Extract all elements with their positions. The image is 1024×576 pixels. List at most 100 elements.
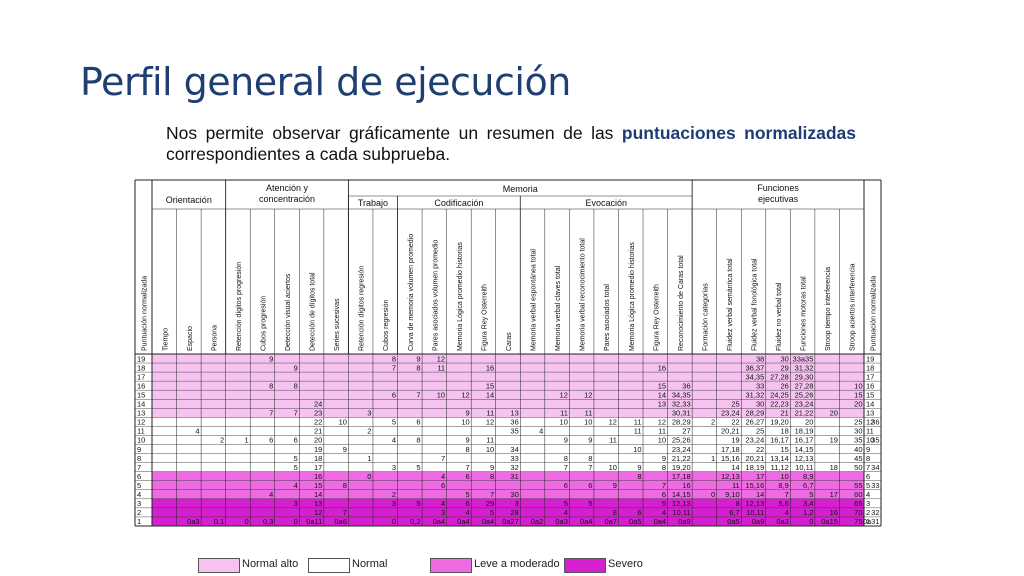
table-cell: 0a2 — [531, 517, 544, 526]
table-cell: 11 — [437, 363, 445, 372]
legend-label: Leve a moderado — [474, 558, 560, 570]
table-cell: 3 — [441, 508, 445, 517]
column-label: Stroop tiempo interferencia — [825, 267, 832, 351]
table-cell: 17 — [830, 490, 838, 499]
table-cell: 12,13 — [672, 499, 691, 508]
table-cell: 32 — [871, 508, 879, 517]
column-label: Formación categorías — [702, 283, 709, 351]
table-cell: 11 — [634, 418, 642, 427]
pn-left: 10 — [137, 436, 145, 445]
table-cell: 0 — [367, 472, 371, 481]
table-cell: 14,15 — [795, 445, 814, 454]
column-label: Cubos progresión — [260, 296, 267, 351]
pn-right: 14 — [866, 400, 874, 409]
table-cell: 55 — [854, 481, 862, 490]
table-cell: 6 — [564, 481, 568, 490]
subgroup-label: Trabajo — [358, 198, 388, 208]
pn-right: 13 — [866, 409, 874, 418]
table-cell: 5 — [564, 499, 568, 508]
table-cell: 9,10 — [725, 490, 740, 499]
table-cell: 11 — [486, 409, 494, 418]
table-cell: 17 — [756, 472, 764, 481]
pn-left: 4 — [137, 490, 141, 499]
table-cell: 10 — [584, 418, 592, 427]
table-cell: 3 — [392, 499, 396, 508]
table-cell: 8 — [490, 472, 494, 481]
table-cell: 60 — [854, 490, 862, 499]
table-cell: 6 — [662, 490, 666, 499]
table-cell: 9 — [637, 463, 641, 472]
row-band — [152, 354, 864, 364]
table-cell: 22,23 — [770, 400, 789, 409]
pn-left: 9 — [137, 445, 141, 454]
row-band — [152, 426, 864, 436]
description-bold: puntuaciones normalizadas — [621, 123, 856, 143]
table-cell: 16 — [314, 472, 322, 481]
pn-right: 2 — [866, 508, 870, 517]
table-cell: 30 — [781, 354, 789, 363]
table-cell: 12 — [486, 418, 494, 427]
table-cell: 14 — [731, 463, 739, 472]
table-cell: 28,29 — [746, 409, 765, 418]
group-label: concentración — [259, 194, 315, 204]
column-label: Figura Rey Osterreith — [481, 284, 488, 351]
table-cell: 8 — [466, 445, 470, 454]
table-cell: 0a4 — [482, 517, 495, 526]
pn-left: 5 — [137, 481, 141, 490]
table-cell: 5 — [662, 499, 666, 508]
table-cell: 16,17 — [770, 436, 789, 445]
table-cell: 3 — [367, 409, 371, 418]
table-cell: 7 — [416, 390, 420, 399]
table-cell: 17 — [314, 463, 322, 472]
pn-left: 18 — [137, 363, 145, 372]
table-cell: 1 — [367, 454, 371, 463]
column-label: Funciones motoras total — [801, 276, 808, 351]
table-cell: 34 — [871, 463, 879, 472]
table-cell: 34,35 — [672, 390, 691, 399]
table-cell: 3 — [294, 499, 298, 508]
table-cell: 5 — [392, 418, 396, 427]
table-cell: 5 — [809, 490, 813, 499]
table-cell: 6 — [588, 481, 592, 490]
table-cell: 11 — [732, 481, 740, 490]
table-cell: 3,4 — [803, 499, 813, 508]
pn-right: 16 — [866, 381, 874, 390]
table-cell: 4 — [466, 508, 470, 517]
table-cell: 30 — [756, 400, 764, 409]
table-cell: 35 — [510, 427, 518, 436]
table-cell: 12,13 — [746, 499, 765, 508]
pn-left: 7 — [137, 463, 141, 472]
table-cell: 4 — [539, 427, 543, 436]
table-cell: 8,9 — [803, 472, 813, 481]
table-cell: 10 — [486, 445, 494, 454]
column-label: Detección de dígitos total — [310, 272, 317, 351]
table-cell: 10 — [633, 445, 641, 454]
table-cell: 13 — [658, 400, 666, 409]
table-cell: 10 — [461, 418, 469, 427]
legend-swatch — [564, 558, 606, 573]
table-cell: 21,22 — [795, 409, 814, 418]
table-cell: 3 — [515, 499, 519, 508]
table-cell: 8 — [416, 436, 420, 445]
subgroup-label: Codificación — [434, 198, 483, 208]
table-cell: 9 — [294, 363, 298, 372]
table-cell: 5 — [466, 490, 470, 499]
column-label: Fluidez verbal semántica total — [727, 258, 734, 351]
table-cell: 21,22 — [672, 454, 691, 463]
column-label: Curva de memoria volumen promedio — [408, 234, 415, 351]
column-label: Retención dígitos progresión — [236, 262, 243, 351]
table-cell: 27 — [682, 427, 690, 436]
pn-right: 6 — [866, 472, 870, 481]
table-cell: 10 — [854, 381, 862, 390]
row-band — [152, 363, 864, 373]
table-cell: 17,18 — [721, 445, 740, 454]
column-label: Pares asociados total — [604, 284, 611, 351]
table-cell: 8 — [662, 463, 666, 472]
table-cell: 9 — [564, 436, 568, 445]
table-cell: 22 — [314, 418, 322, 427]
table-cell: 6 — [466, 499, 470, 508]
table-cell: 11 — [560, 409, 568, 418]
profile-table: Orientación Atención y concentración Memori… — [131, 178, 895, 553]
legend-swatch — [308, 558, 350, 573]
table-cell: 7 — [490, 490, 494, 499]
